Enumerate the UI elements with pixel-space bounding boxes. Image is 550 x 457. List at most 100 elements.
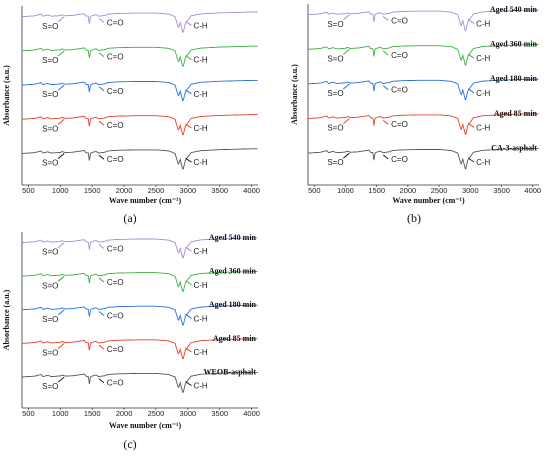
series-name-label: Aged 85 min xyxy=(494,109,538,118)
annotation-label-so: S=O xyxy=(327,89,343,98)
annotation-arrow xyxy=(185,157,192,163)
x-tick-label: 3000 xyxy=(462,186,479,195)
annotation-label-ch: C-H xyxy=(476,89,490,98)
panel-caption: (c) xyxy=(123,437,136,451)
annotation-label-co: C=O xyxy=(107,87,124,96)
annotation-arrow xyxy=(185,280,192,286)
x-tick-label: 3500 xyxy=(211,409,228,418)
annotation-arrow xyxy=(98,311,105,316)
annotation-label-so: S=O xyxy=(42,315,58,324)
spectrum-line xyxy=(308,9,539,32)
x-tick-label: 4000 xyxy=(243,186,260,195)
annotation-label-co: C=O xyxy=(391,86,408,95)
series-name-label: Aged 360 min xyxy=(490,40,538,49)
annotation-label-so: S=O xyxy=(327,158,343,167)
annotation-label-so: S=O xyxy=(42,281,58,290)
annotation-label-co: C=O xyxy=(107,18,124,27)
spectrum-line xyxy=(21,304,258,326)
spectrum-line xyxy=(21,371,258,393)
annotation-label-so: S=O xyxy=(42,159,58,168)
series-name-label: Aged 540 min xyxy=(209,233,257,242)
annotation-label-co: C=O xyxy=(391,120,408,129)
spectrum-line xyxy=(308,147,539,170)
chart-panel-a: 500 1000 1500 2000 2500 3000 3500 4000 Wave numb… xyxy=(2,6,260,225)
x-tick-label: 1500 xyxy=(84,409,101,418)
annotation-arrow xyxy=(57,242,65,249)
x-tick-label: 2000 xyxy=(400,186,417,195)
series-name-label: Aged 540 min xyxy=(490,5,538,14)
x-tick-label: 500 xyxy=(308,186,321,195)
spectrum-line xyxy=(21,45,258,67)
annotation-label-so: S=O xyxy=(42,22,58,31)
annotation-label-co: C=O xyxy=(107,121,124,130)
annotation-label-ch: C-H xyxy=(476,54,490,63)
annotation-label-co: C=O xyxy=(391,51,408,60)
x-axis-label: Wave number (cm⁻¹) xyxy=(109,421,182,430)
chart-panel-c: 500 1000 1500 2000 2500 3000 3500 4000 Wave numb… xyxy=(2,232,260,451)
annotation-arrow xyxy=(382,119,389,125)
annotation-arrow xyxy=(467,157,475,163)
annotation-arrow xyxy=(382,154,389,160)
annotation-label-ch: C-H xyxy=(193,56,207,65)
annotation-arrow xyxy=(382,50,389,56)
x-tick-label: 500 xyxy=(22,186,35,195)
x-tick-label: 2000 xyxy=(116,409,133,418)
x-tick-label: 1000 xyxy=(337,186,354,195)
spectrum-line xyxy=(21,237,258,259)
spectrum-line xyxy=(308,44,539,66)
annotation-label-ch: C-H xyxy=(476,158,490,167)
annotation-arrow xyxy=(343,83,350,90)
series-name-label: Aged 180 min xyxy=(209,300,257,309)
annotation-arrow xyxy=(57,50,65,57)
annotation-arrow xyxy=(98,277,105,283)
annotation-label-so: S=O xyxy=(42,248,58,257)
annotation-label-ch: C-H xyxy=(193,348,207,357)
annotation-arrow xyxy=(467,88,475,94)
annotation-arrow xyxy=(382,16,389,21)
annotation-arrow xyxy=(185,123,192,129)
y-axis-label: Absorbance (a.u.) xyxy=(2,289,11,350)
annotation-arrow xyxy=(467,122,475,128)
annotation-arrow xyxy=(57,309,65,316)
series-name-label: CA-3-asphalt xyxy=(491,143,537,152)
x-tick-label: 1000 xyxy=(52,186,69,195)
x-tick-label: 3500 xyxy=(211,186,228,195)
spectrum-line xyxy=(21,11,258,33)
annotation-arrow xyxy=(343,118,350,124)
annotation-arrow xyxy=(467,53,475,59)
annotation-label-co: C=O xyxy=(107,278,124,287)
x-tick-label: 1500 xyxy=(84,186,101,195)
annotation-arrow xyxy=(57,275,65,282)
series-name-label: Aged 360 min xyxy=(209,267,257,276)
annotation-arrow xyxy=(185,347,192,353)
annotation-label-so: S=O xyxy=(42,90,58,99)
x-tick-label: 3000 xyxy=(179,409,196,418)
annotation-arrow xyxy=(343,49,350,55)
annotation-arrow xyxy=(57,343,65,349)
annotation-label-ch: C-H xyxy=(193,314,207,323)
annotation-arrow xyxy=(57,16,65,23)
x-axis-label: Wave number (cm⁻¹) xyxy=(109,196,182,205)
annotation-arrow xyxy=(57,118,65,125)
annotation-arrow xyxy=(467,19,475,25)
annotation-label-co: C=O xyxy=(391,16,408,25)
x-tick-label: 500 xyxy=(22,409,35,418)
annotation-label-so: S=O xyxy=(327,54,343,63)
annotation-arrow xyxy=(98,344,105,350)
series-name-label: WEOB-asphalt xyxy=(204,367,257,376)
panel-caption: (b) xyxy=(407,211,421,225)
x-tick-label: 2500 xyxy=(148,409,165,418)
annotation-label-ch: C-H xyxy=(193,158,207,167)
annotation-label-ch: C-H xyxy=(476,20,490,29)
x-tick-label: 2000 xyxy=(116,186,133,195)
annotation-label-co: C=O xyxy=(391,155,408,164)
annotation-label-ch: C-H xyxy=(193,281,207,290)
spectrum-line xyxy=(21,338,258,360)
spectrum-line xyxy=(308,113,539,135)
annotation-label-so: S=O xyxy=(42,124,58,133)
annotation-label-ch: C-H xyxy=(476,123,490,132)
annotation-label-co: C=O xyxy=(107,345,124,354)
series-name-label: Aged 180 min xyxy=(490,74,538,83)
annotation-arrow xyxy=(98,120,105,126)
